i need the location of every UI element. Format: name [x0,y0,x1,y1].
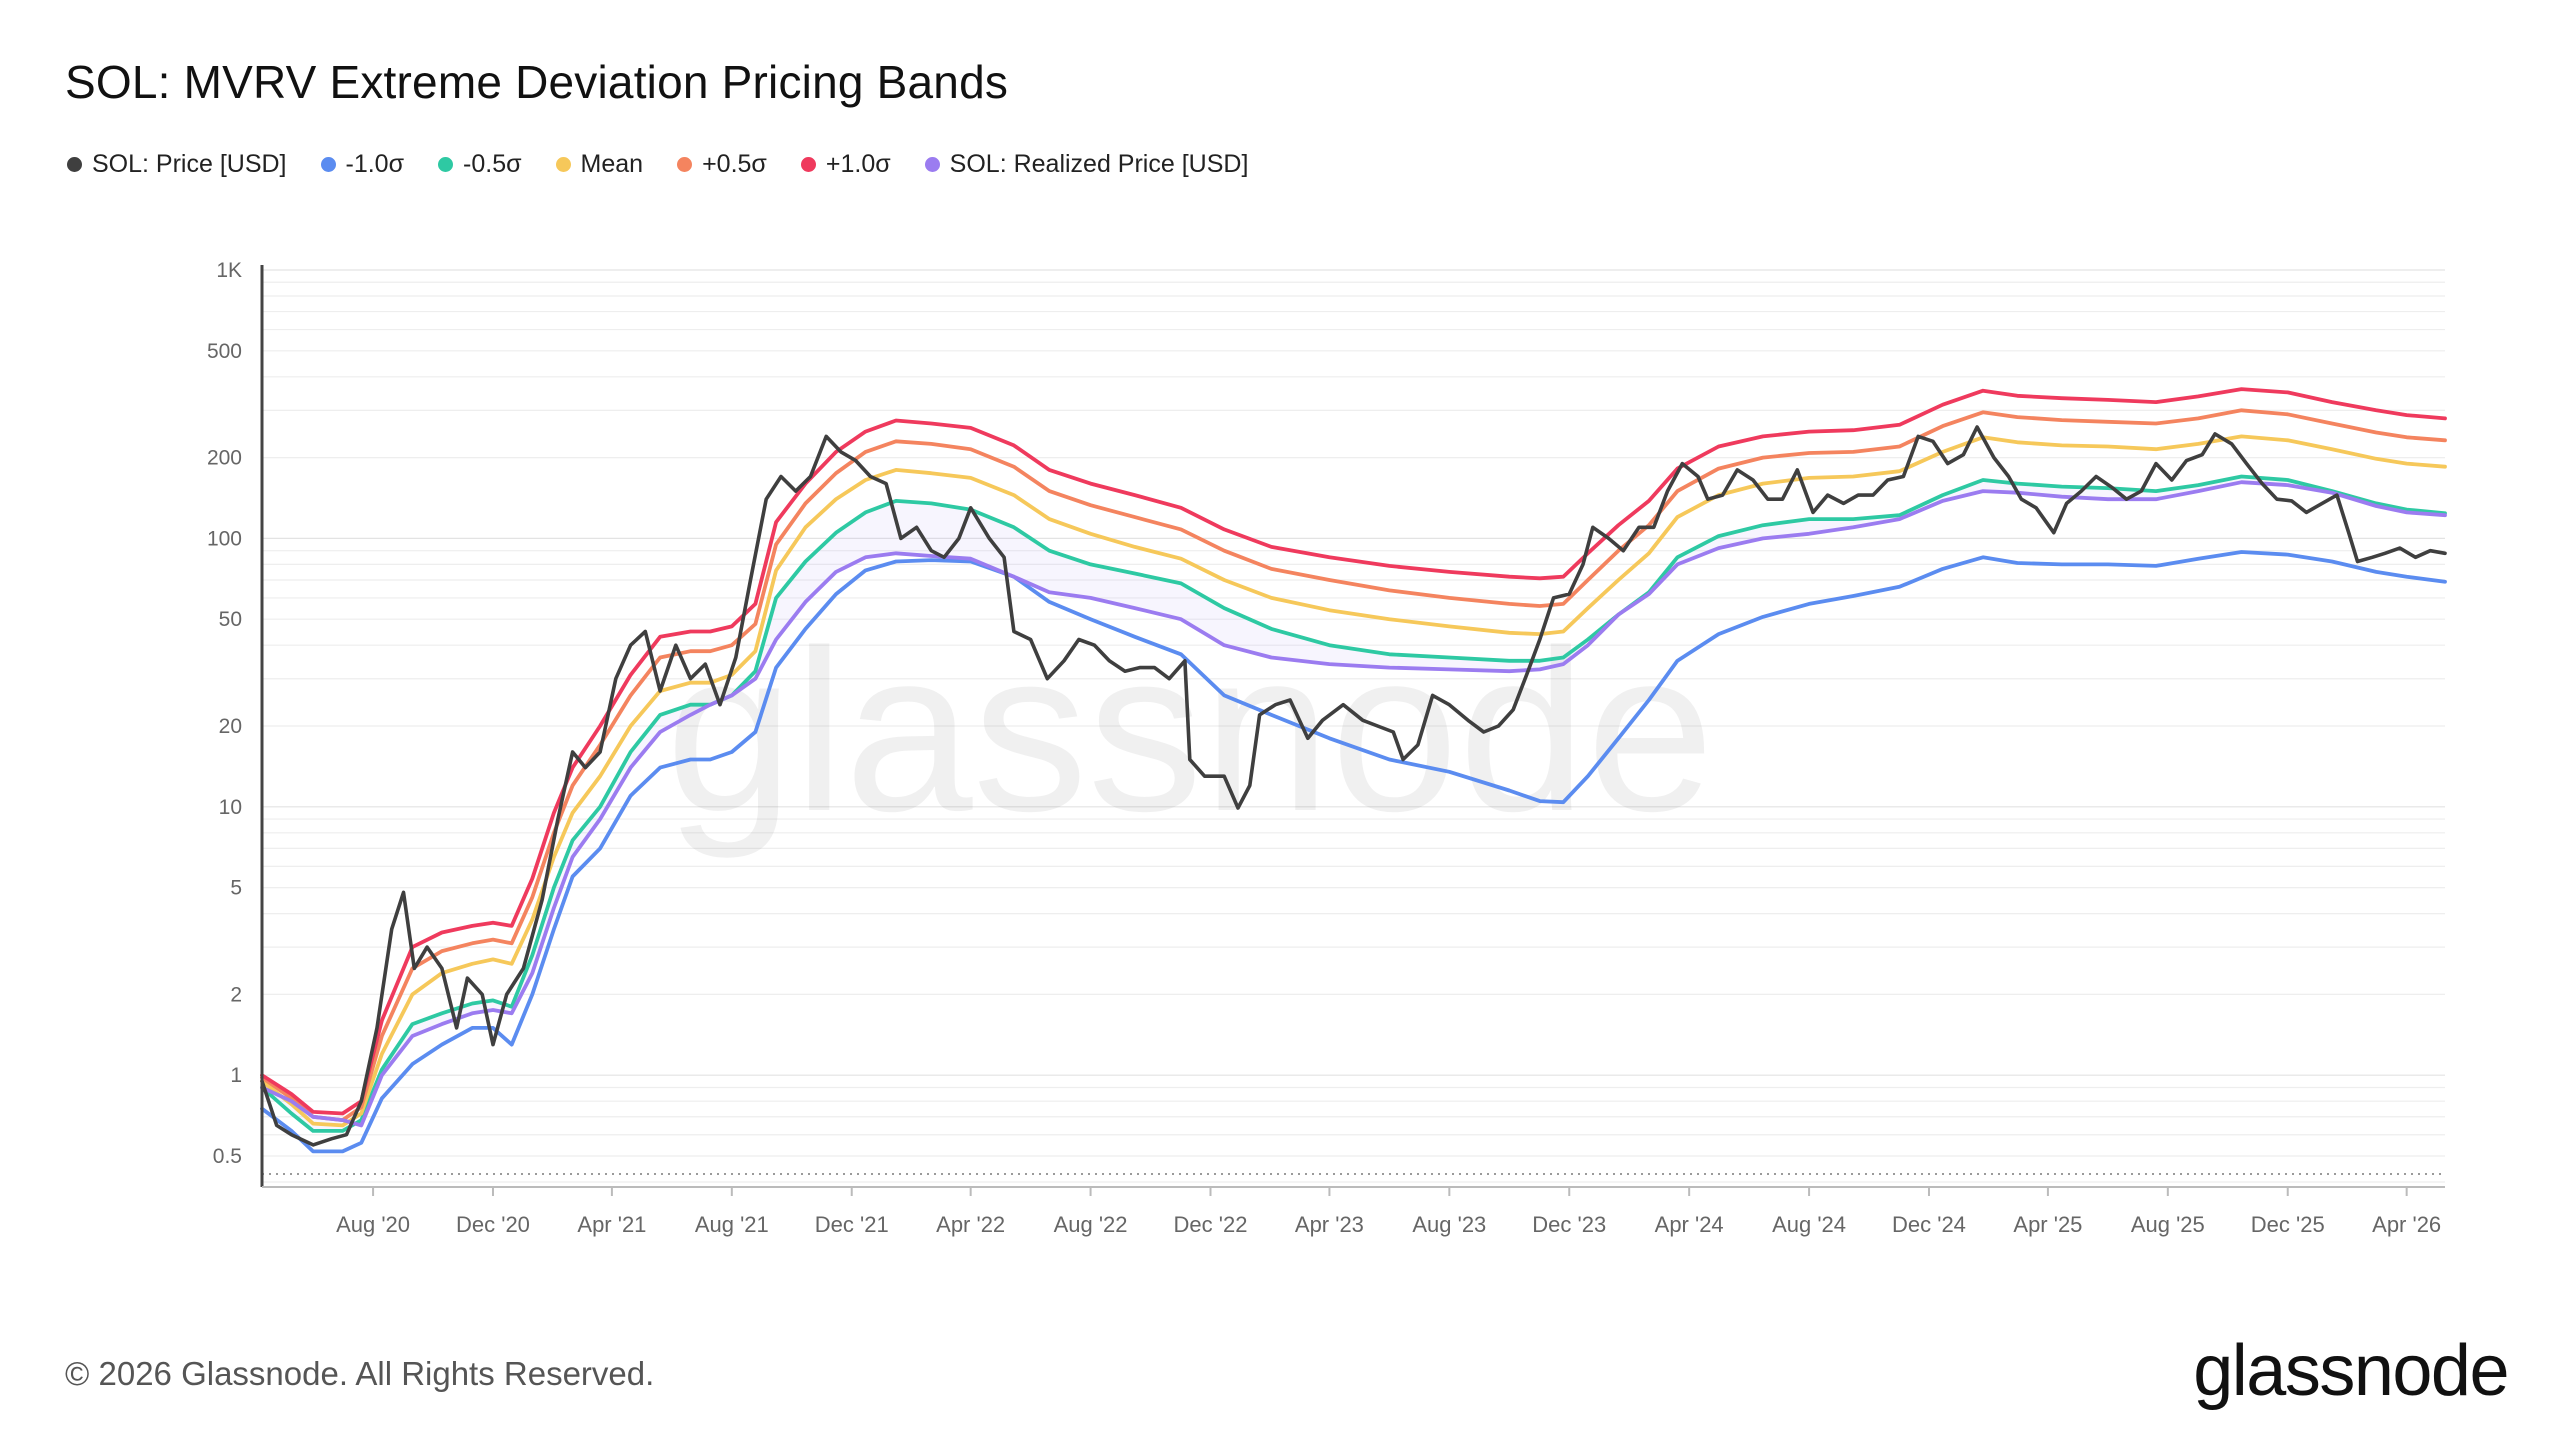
x-tick-label: Dec '20 [456,1212,530,1237]
legend-item[interactable]: -1.0σ [320,150,405,179]
x-tick-label: Dec '23 [1532,1212,1606,1237]
legend-label: SOL: Realized Price [USD] [949,150,1249,178]
y-tick-label: 1 [230,1064,242,1087]
copyright-text: © 2026 Glassnode. All Rights Reserved. [65,1355,655,1392]
y-tick-label: 10 [219,796,242,819]
x-tick-label: Aug '20 [336,1212,410,1237]
legend-marker-icon [800,157,816,172]
x-tick-label: Apr '21 [577,1212,646,1237]
x-tick-label: Dec '25 [2251,1212,2325,1237]
y-tick-label: 5 [230,877,242,900]
x-tick-label: Dec '21 [815,1212,889,1237]
x-tick-label: Apr '22 [936,1212,1005,1237]
legend-item[interactable]: SOL: Price [USD] [67,150,287,179]
series-line--1-0- [260,387,2447,1116]
legend-marker-icon [555,157,571,172]
x-tick-label: Aug '25 [2131,1212,2205,1237]
legend-marker-icon [677,157,693,172]
legend-marker-icon [320,157,336,172]
legend-label: Mean [580,150,644,178]
y-tick-label: 200 [207,447,242,470]
y-tick-label: 1K [216,259,242,282]
y-tick-label: 0.5 [213,1145,242,1168]
legend-item[interactable]: +0.5σ [677,150,767,179]
series-line-mean [260,434,2447,1128]
legend-label: -0.5σ [463,150,522,178]
legend-label: -1.0σ [345,150,405,178]
x-tick-label: Aug '21 [695,1212,769,1237]
legend-item[interactable]: +1.0σ [800,150,891,179]
y-tick-label: 500 [207,340,242,363]
legend: SOL: Price [USD] -1.0σ -0.5σ Mean +0.5σ +1.0σ… [67,150,1248,179]
legend-label: +1.0σ [825,150,891,178]
x-tick-label: Aug '23 [1412,1212,1486,1237]
legend-item[interactable]: -0.5σ [438,150,522,179]
series-line--0-5- [260,408,2447,1122]
x-tick-label: Apr '23 [1295,1212,1364,1237]
y-tick-label: 50 [219,608,242,631]
series-line--0-5- [260,474,2447,1133]
legend-item[interactable]: Mean [555,150,644,179]
x-tick-label: Dec '22 [1174,1212,1248,1237]
legend-label: +0.5σ [702,150,767,178]
series-line-sol-price-usd- [260,425,2447,1147]
x-tick-label: Aug '24 [1772,1212,1846,1237]
legend-marker-icon [67,157,82,172]
y-tick-label: 20 [219,715,242,738]
legend-marker-icon [924,157,940,172]
legend-item[interactable]: SOL: Realized Price [USD] [924,150,1249,179]
x-tick-label: Apr '26 [2372,1212,2441,1237]
chart-title: SOL: MVRV Extreme Deviation Pricing Band… [65,56,1009,108]
legend-label: SOL: Price [USD] [92,150,287,178]
x-tick-label: Dec '24 [1892,1212,1966,1237]
y-tick-label: 100 [207,527,242,550]
series-line--1-0- [260,550,2447,1154]
x-tick-label: Apr '25 [2013,1212,2082,1237]
series-line-sol-realized-price-usd- [260,480,2447,1128]
legend-marker-icon [438,157,454,172]
x-tick-label: Aug '22 [1054,1212,1128,1237]
glassnode-logo: glassnode [2193,1331,2509,1411]
x-tick-label: Apr '24 [1655,1212,1724,1237]
y-tick-label: 2 [230,983,242,1006]
